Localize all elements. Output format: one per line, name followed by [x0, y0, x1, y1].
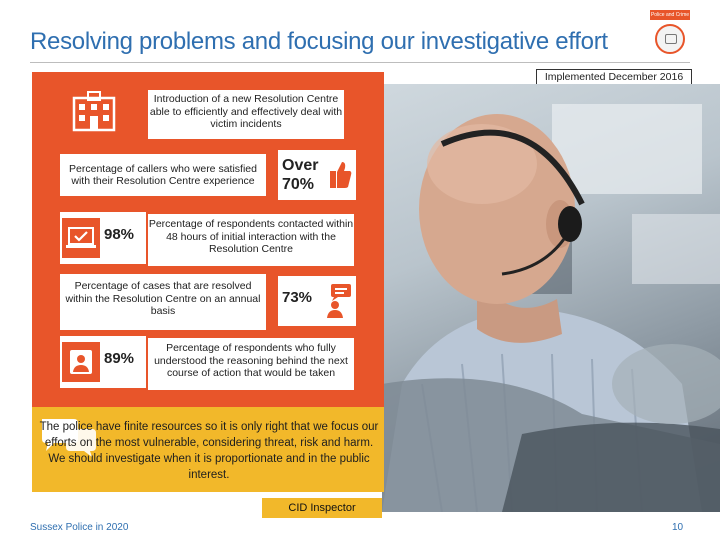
understood-value-box: 89%	[60, 336, 146, 388]
building-icon	[72, 91, 116, 132]
satisfied-box: Percentage of callers who were satisfied…	[60, 154, 266, 196]
resolved-value-box: 73%	[278, 276, 356, 326]
satisfied-value-line1: Over	[282, 157, 319, 174]
logo-inner-icon	[665, 34, 677, 44]
footer-org: Sussex Police in 2020	[30, 522, 129, 533]
logo-emblem	[655, 24, 685, 54]
satisfied-value-line2: 70%	[282, 176, 315, 193]
pcc-logo: Police and Crime Commissioner	[650, 10, 690, 56]
slide-title: Resolving problems and focusing our inve…	[30, 28, 608, 55]
call-handler-photo	[382, 84, 720, 512]
speech-person-icon	[327, 284, 351, 318]
contacted-text: Percentage of respondents contacted with…	[148, 214, 354, 266]
quote-box: The police have finite resources so it i…	[32, 407, 384, 492]
thumbs-up-icon	[330, 162, 352, 188]
page-number: 10	[672, 522, 684, 533]
contacted-value-box: 98%	[60, 212, 146, 264]
title-divider	[30, 62, 690, 63]
laptop-check-icon	[62, 218, 100, 258]
intro-text: Introduction of a new Resolution Centre …	[148, 90, 344, 139]
understood-text: Percentage of respondents who fully unde…	[148, 338, 354, 390]
satisfied-text: Percentage of callers who were satisfied…	[69, 162, 257, 188]
speech-bubbles-icon	[42, 419, 96, 457]
quote-attribution: CID Inspector	[262, 498, 382, 518]
stats-panel: Introduction of a new Resolution Centre …	[32, 72, 384, 407]
building-icon-tile	[62, 88, 126, 136]
implemented-label: Implemented December 2016	[536, 69, 692, 85]
contacted-value: 98%	[104, 226, 135, 243]
resolved-value: 73%	[282, 289, 313, 306]
quote-text: The police have finite resources so it i…	[39, 421, 379, 481]
photo-illustration	[382, 104, 720, 512]
logo-band: Police and Crime Commissioner	[650, 10, 690, 28]
satisfied-value-box: Over 70%	[278, 150, 356, 200]
resolved-text: Percentage of cases that are resolved wi…	[60, 274, 266, 330]
person-card-icon	[62, 342, 100, 382]
understood-value: 89%	[104, 350, 135, 367]
satisfied-value: Over 70%	[282, 156, 318, 194]
